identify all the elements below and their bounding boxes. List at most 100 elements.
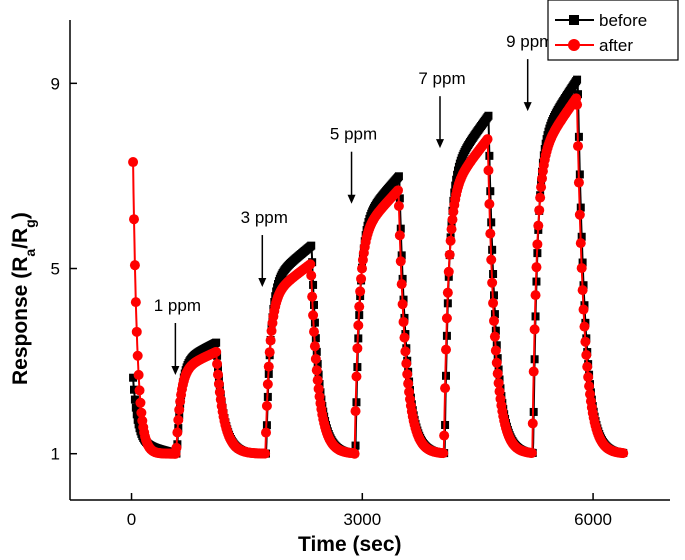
series-after-point	[309, 341, 320, 352]
series-after-point	[260, 448, 271, 459]
series-before-point	[487, 218, 496, 227]
series-before-point	[575, 170, 584, 179]
series-after-point	[136, 407, 147, 418]
series-after-point	[398, 316, 409, 327]
series-after-point	[527, 418, 538, 429]
series-after-point	[174, 404, 185, 415]
series-before-point	[490, 291, 498, 300]
series-after-point	[576, 263, 587, 274]
series-after-point	[526, 447, 537, 458]
series-after-point	[396, 279, 407, 290]
x-axis-title: Time (sec)	[298, 533, 402, 556]
series-after-point	[264, 347, 275, 358]
series-after-point	[535, 192, 546, 203]
series-before-point	[310, 318, 319, 327]
series-after-point	[442, 287, 453, 298]
series-before-point	[311, 334, 320, 343]
series-after-point	[489, 331, 500, 342]
series-after-point	[310, 353, 321, 364]
series-after-point	[441, 313, 452, 324]
x-tick-label: 0	[127, 510, 136, 529]
series-after-point	[484, 198, 495, 209]
series-after-point	[581, 350, 592, 361]
series-after-point	[487, 277, 498, 288]
y-tick-label: 5	[51, 260, 60, 279]
annotation-label: 7 ppm	[418, 69, 465, 88]
series-after-point	[133, 369, 144, 380]
series-after-point	[446, 224, 457, 235]
series-after-point	[530, 290, 541, 301]
series-after-point	[579, 321, 590, 332]
series-after-point	[582, 361, 593, 372]
annotation-label: 5 ppm	[330, 125, 377, 144]
series-after-point	[305, 259, 316, 270]
series-after-point	[534, 205, 545, 216]
series-before-point	[486, 187, 495, 196]
series-before-point	[129, 373, 138, 382]
series-after-point	[349, 448, 360, 459]
series-after-point	[313, 383, 324, 394]
series-after-point	[402, 369, 413, 380]
series-before-point	[310, 300, 318, 309]
series-before-point	[130, 385, 138, 394]
series-after-point	[584, 381, 595, 392]
y-tick-label: 1	[51, 445, 60, 464]
series-after-point	[482, 134, 493, 145]
series-after-point	[493, 378, 504, 389]
series-after-point	[355, 286, 366, 297]
series-after-point	[404, 386, 415, 397]
series-after-point	[403, 378, 414, 389]
series-after-point	[618, 448, 629, 459]
series-after-point	[211, 346, 222, 357]
series-after-point	[213, 369, 223, 380]
series-after-point	[447, 214, 458, 225]
series-after-point	[312, 375, 323, 386]
series-before-point	[491, 326, 500, 335]
series-after-point	[445, 235, 456, 246]
series-after-point	[578, 304, 589, 315]
series-after-point	[531, 262, 542, 273]
series-before-point	[313, 359, 322, 368]
annotation-arrowhead	[436, 139, 444, 149]
series-after-point	[577, 285, 588, 296]
legend-after-marker	[568, 39, 580, 51]
series-after-point	[132, 350, 143, 361]
series-after-point	[213, 378, 224, 389]
series-after-point	[393, 200, 404, 211]
x-tick-label: 6000	[574, 510, 612, 529]
series-after-point	[532, 239, 543, 250]
legend-after-label: after	[599, 36, 633, 55]
series-after-point	[309, 326, 319, 337]
series-after-point	[173, 414, 184, 425]
series-after-point	[490, 345, 501, 356]
series-before-point	[490, 310, 499, 319]
series-after-point	[537, 173, 547, 184]
series-after-point	[580, 336, 591, 347]
series-after-point	[130, 297, 141, 308]
series-after-point	[494, 386, 505, 397]
y-axis-title: Response (Ra/Rg)	[9, 212, 38, 385]
series-before-point	[309, 280, 318, 289]
series-after-point	[394, 230, 405, 241]
series-after-point	[536, 182, 547, 193]
series-after-point	[583, 372, 594, 383]
series-after-point	[131, 326, 142, 337]
annotation-arrowhead	[171, 366, 180, 375]
series-after-point	[491, 357, 502, 368]
chart-axes: 0 3000 6000 1 5 9	[51, 20, 670, 529]
series-after-point	[485, 228, 496, 239]
series-after-point	[441, 344, 451, 355]
series-after-point	[399, 332, 410, 343]
series-after-point	[400, 346, 411, 357]
series-before-point	[573, 75, 582, 84]
series-after-point	[356, 273, 367, 284]
series-before-point	[312, 347, 321, 356]
series-after-point	[308, 310, 319, 321]
concentration-annotations: 1 ppm 3 ppm 5 ppm 7 ppm 9 ppm	[154, 32, 553, 375]
series-after-point	[440, 383, 451, 394]
series-before-point	[396, 224, 405, 233]
series-after-point	[489, 315, 499, 326]
series-after-point	[533, 220, 544, 231]
legend-box	[547, 0, 679, 61]
